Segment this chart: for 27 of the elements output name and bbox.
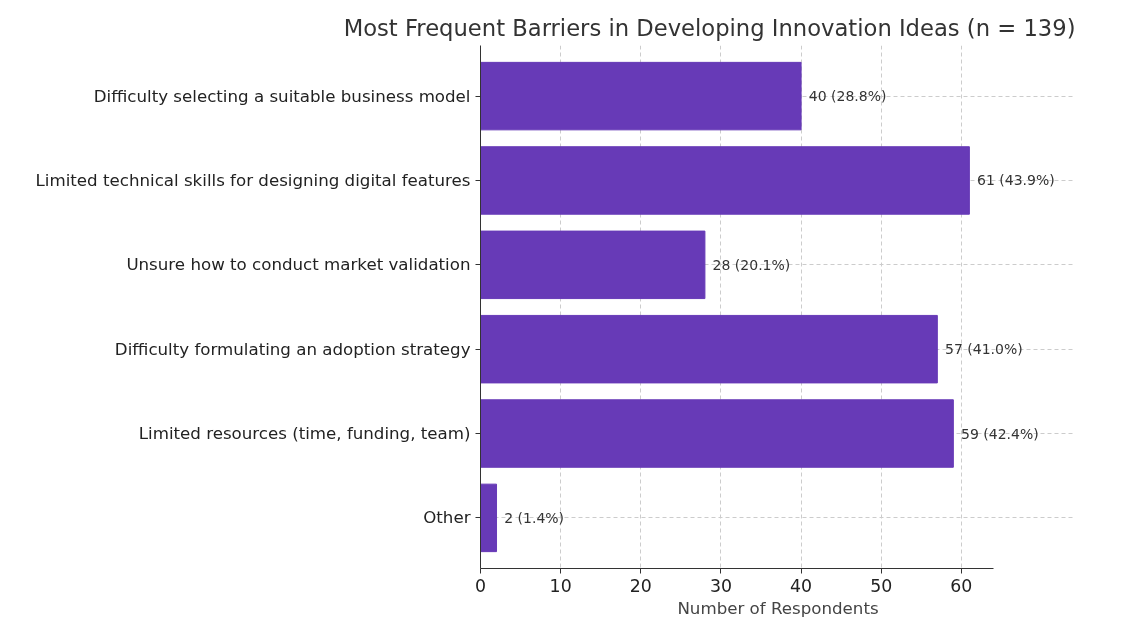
- y-tick-label: Limited resources (time, funding, team): [138, 424, 471, 444]
- x-tick-label: 10: [549, 575, 572, 596]
- x-tick-label: 50: [870, 575, 893, 596]
- bar: [480, 314, 938, 384]
- data-label: 2 (1.4%): [504, 509, 565, 526]
- y-tick-label: Difficulty formulating an adoption strategy: [114, 339, 471, 359]
- x-tick-label: 60: [950, 575, 973, 596]
- y-tick-label: Difficulty selecting a suitable business model: [93, 86, 471, 106]
- data-label: 40 (28.8%): [808, 88, 887, 105]
- bar: [480, 146, 970, 215]
- bar: [480, 230, 706, 300]
- data-label: 28 (20.1%): [712, 256, 791, 273]
- x-tick-label: 0: [474, 575, 487, 596]
- data-label: 57 (41.0%): [945, 341, 1023, 358]
- x-tick-label: 20: [629, 575, 652, 596]
- y-tick-label: Limited technical skills for designing digital features: [35, 170, 471, 190]
- y-tick-label: Unsure how to conduct market validation: [126, 255, 471, 275]
- x-tick-label: 40: [790, 575, 813, 596]
- bar: [480, 399, 954, 468]
- x-tick-label: 30: [709, 575, 732, 596]
- bar: [480, 61, 802, 131]
- x-axis-title: Number of Respondents: [677, 598, 879, 618]
- data-label: 61 (43.9%): [977, 172, 1055, 189]
- data-label: 59 (42.4%): [961, 425, 1039, 442]
- y-tick-label: Other: [423, 508, 471, 528]
- bar: [480, 483, 498, 553]
- chart-title: Most Frequent Barriers in Developing Innovation Ideas (n = 139): [343, 14, 1076, 41]
